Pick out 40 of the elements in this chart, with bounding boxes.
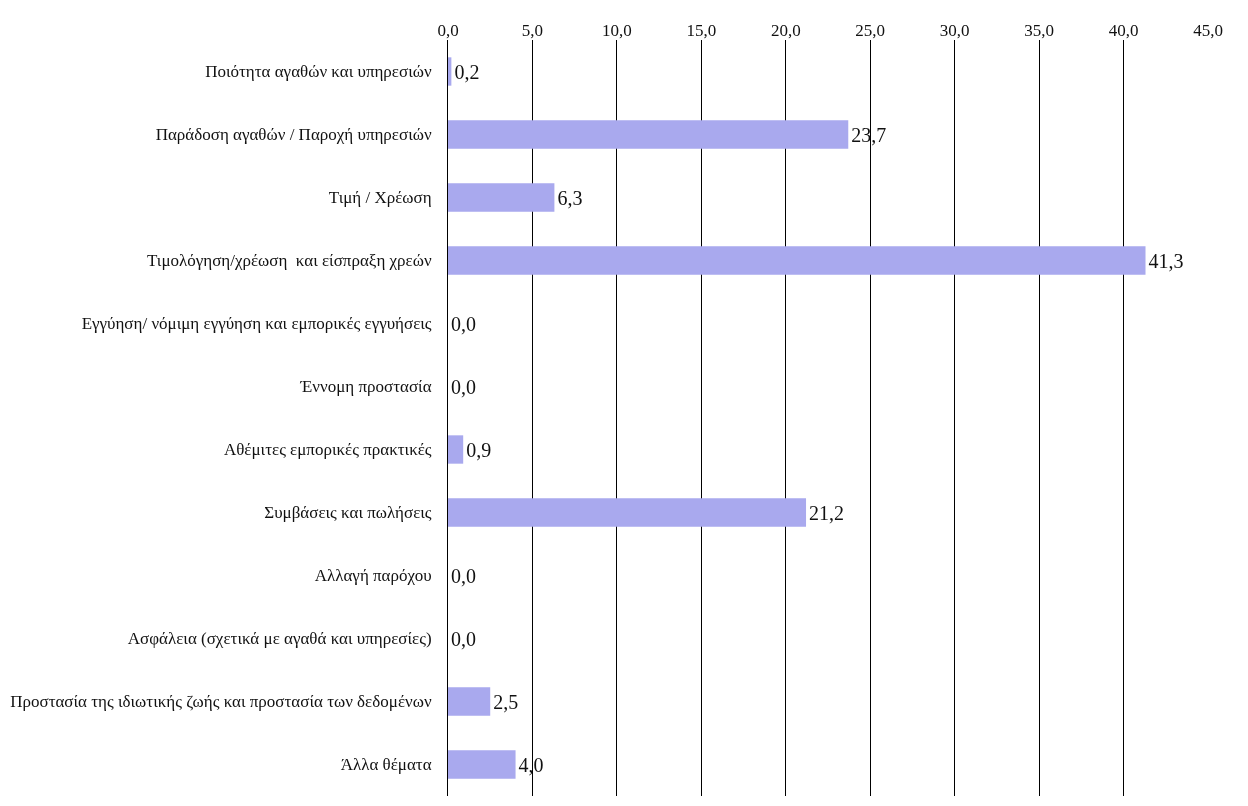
x-tick-label: 10,0	[602, 20, 632, 40]
data-label: 0,0	[451, 312, 476, 335]
data-label: 2,5	[493, 690, 519, 713]
bar	[448, 120, 849, 149]
x-tick-label: 25,0	[855, 20, 886, 40]
bar	[448, 750, 516, 779]
data-label: 0,2	[454, 60, 480, 83]
bar	[448, 498, 807, 527]
bar	[448, 435, 464, 464]
data-label: 0,0	[451, 375, 476, 398]
y-tick-label: Αθέμιτες εμπορικές πρακτικές	[223, 440, 432, 460]
y-tick-label: Άλλα θέματα	[340, 755, 432, 775]
data-label: 6,3	[557, 186, 583, 209]
y-tick-label: Ποιότητα αγαθών και υπηρεσιών	[205, 62, 432, 82]
bar	[448, 57, 452, 86]
y-tick-label: Παράδοση αγαθών / Παροχή υπηρεσιών	[155, 125, 432, 145]
y-tick-label: Ασφάλεια (σχετικά με αγαθά και υπηρεσίες)	[127, 629, 432, 649]
y-tick-label: Προστασία της ιδιωτικής ζωής και προστασία των δεδομένων	[10, 692, 432, 712]
x-tick-label: 5,0	[521, 20, 544, 40]
x-tick-label: 40,0	[1108, 20, 1139, 40]
bar	[448, 687, 491, 716]
x-tick-label: 45,0	[1193, 20, 1223, 40]
x-tick-label: 35,0	[1024, 20, 1054, 40]
data-label: 0,0	[451, 564, 476, 587]
y-tick-label: Εγγύηση/ νόμιμη εγγύηση και εμπορικές εγγυήσεις	[81, 314, 432, 334]
data-label: 41,3	[1148, 249, 1184, 272]
x-tick-label: 30,0	[939, 20, 970, 40]
y-tick-label: Συμβάσεις και πωλήσεις	[264, 503, 432, 523]
y-tick-label: Τιμή / Χρέωση	[328, 188, 432, 208]
bar	[448, 183, 555, 212]
bar	[448, 246, 1146, 275]
data-label: 0,9	[466, 438, 492, 461]
x-tick-label: 0,0	[437, 20, 459, 40]
y-tick-label: Έννομη προστασία	[299, 377, 432, 397]
data-label: 21,2	[809, 501, 845, 524]
y-tick-label: Τιμολόγηση/χρέωση και είσπραξη χρεών	[147, 251, 432, 271]
x-tick-label: 20,0	[770, 20, 801, 40]
x-tick-label: 15,0	[686, 20, 717, 40]
data-label: 0,0	[451, 627, 476, 650]
y-tick-label: Αλλαγή παρόχου	[314, 566, 432, 586]
